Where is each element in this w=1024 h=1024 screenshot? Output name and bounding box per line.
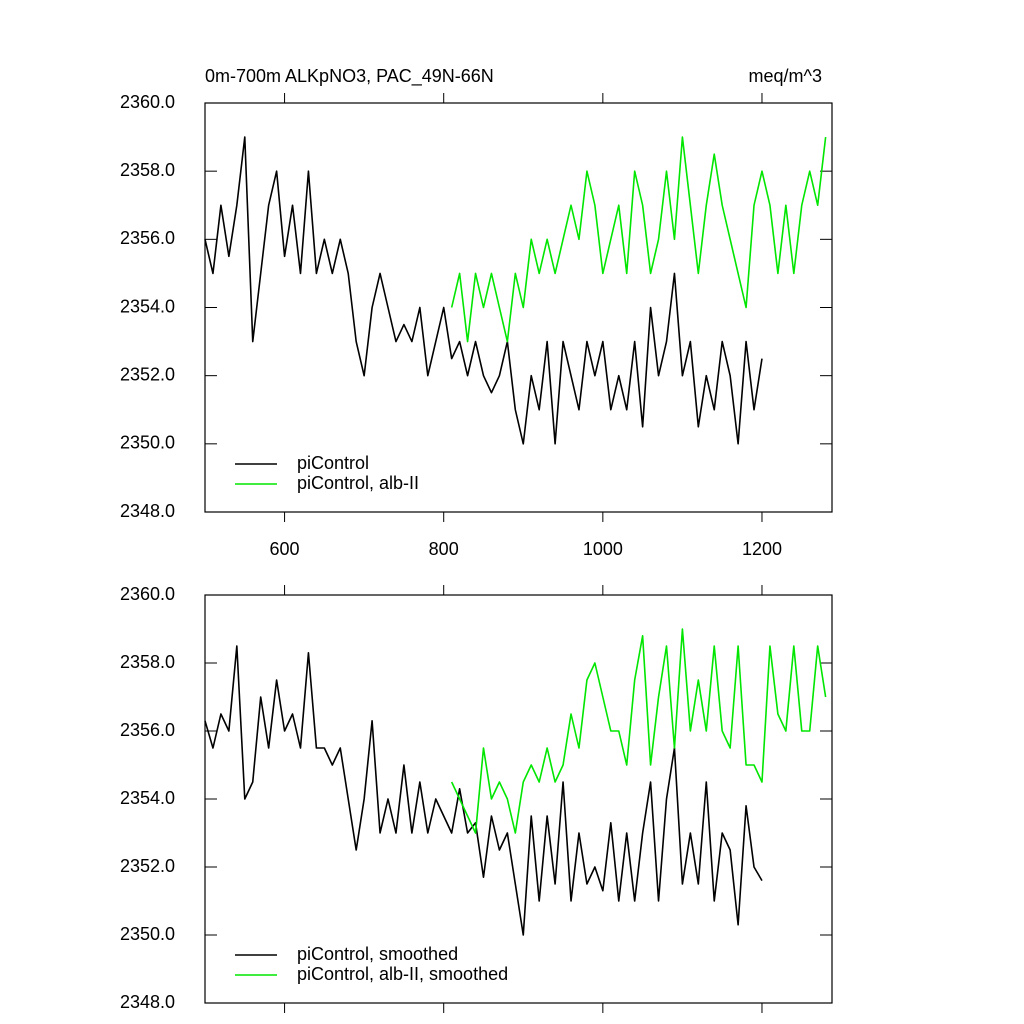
series-line [450, 628, 827, 834]
x-tick-label: 1200 [742, 539, 782, 559]
y-tick-label: 2360.0 [120, 584, 175, 604]
x-tick-label: 1000 [583, 539, 623, 559]
units-label: meq/m^3 [749, 66, 822, 86]
x-tick-label: 600 [270, 539, 300, 559]
plot-frame [204, 102, 833, 513]
legend-label: piControl, smoothed [297, 944, 458, 964]
y-tick-label: 2350.0 [120, 924, 175, 944]
y-tick-label: 2356.0 [120, 720, 175, 740]
legend-label: piControl, alb-II, smoothed [297, 964, 508, 984]
legend-label: piControl, alb-II [297, 473, 419, 493]
series-line [450, 136, 827, 343]
y-tick-label: 2356.0 [120, 228, 175, 248]
y-tick-label: 2358.0 [120, 160, 175, 180]
plot-frame [204, 594, 833, 1004]
y-tick-label: 2352.0 [120, 856, 175, 876]
series-line [204, 136, 763, 445]
y-tick-label: 2348.0 [120, 501, 175, 521]
y-tick-label: 2354.0 [120, 788, 175, 808]
y-tick-label: 2360.0 [120, 92, 175, 112]
series-line [204, 645, 763, 936]
legend-label: piControl [297, 453, 369, 473]
chart-title: 0m-700m ALKpNO3, PAC_49N-66N [205, 66, 494, 87]
y-tick-label: 2352.0 [120, 364, 175, 384]
y-tick-label: 2350.0 [120, 433, 175, 453]
y-tick-label: 2358.0 [120, 652, 175, 672]
x-tick-label: 800 [429, 539, 459, 559]
y-tick-label: 2354.0 [120, 296, 175, 316]
y-tick-label: 2348.0 [120, 992, 175, 1012]
